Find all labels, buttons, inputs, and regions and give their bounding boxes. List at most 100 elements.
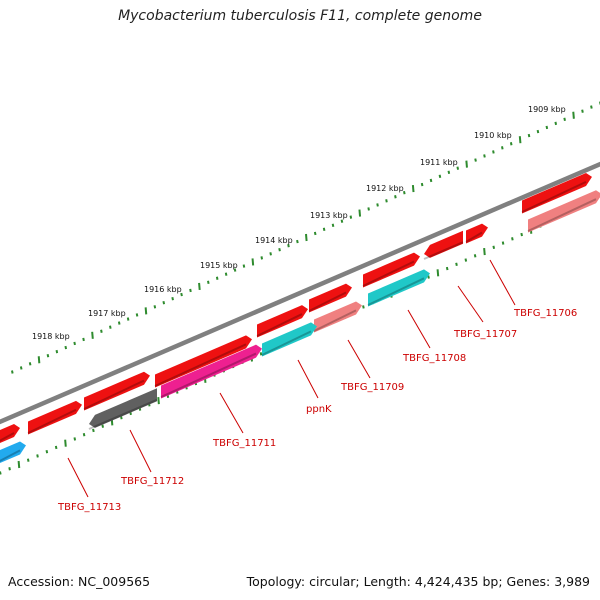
gene-arrow[interactable] [160, 344, 262, 399]
gene-label-group: TBFG_11706 TBFG_11707 TBFG_11708 TBFG_11709… [57, 308, 577, 513]
minor-tick [0, 471, 2, 475]
gene-arrow-body[interactable] [528, 190, 600, 233]
gene-arrow[interactable] [308, 283, 352, 313]
gene-arrow-body[interactable] [309, 283, 352, 313]
gene-arrow-shadow [313, 309, 357, 332]
gene-arrow-body[interactable] [89, 388, 157, 428]
gene-label[interactable]: TBFG_11707 [453, 329, 517, 340]
gene-arrow[interactable] [27, 400, 82, 435]
gene-arrow[interactable] [0, 441, 26, 466]
minor-tick [259, 352, 263, 356]
minor-tick [36, 454, 39, 458]
gene-arrow-body[interactable] [0, 441, 26, 466]
minor-tick [427, 275, 430, 279]
minor-tick [296, 239, 299, 244]
gene-arrow[interactable] [88, 388, 158, 430]
gene-arrow[interactable] [256, 305, 308, 338]
minor-tick [260, 256, 264, 260]
minor-tick [536, 129, 540, 134]
gene-label[interactable]: TBFG_11708 [402, 353, 466, 364]
major-tick [411, 185, 415, 193]
gene-label[interactable]: TBFG_11706 [513, 308, 577, 319]
gene-arrow-body[interactable] [522, 172, 592, 214]
gene-arrow-body[interactable] [155, 335, 252, 388]
gene-arrow-body[interactable] [363, 252, 420, 288]
minor-tick [73, 341, 76, 346]
gene-arrow-shadow [527, 198, 597, 232]
gene-label[interactable]: TBFG_11709 [340, 382, 404, 393]
minor-tick [153, 305, 157, 309]
map-title: Mycobacterium tuberculosis F11, complete… [118, 8, 482, 24]
accession-label: Accession: NC_009565 [8, 574, 151, 589]
minor-tick [215, 276, 219, 280]
kbp-label: 1911 kbp [420, 158, 458, 167]
kbp-label: 1916 kbp [144, 285, 182, 294]
minor-tick [19, 366, 23, 370]
gene-arrow[interactable] [83, 371, 150, 411]
gene-arrow[interactable] [0, 424, 20, 446]
gene-label[interactable]: TBFG_11712 [120, 476, 184, 487]
minor-tick [403, 190, 406, 195]
gene-arrow-body[interactable] [424, 230, 463, 258]
gene-arrow-body[interactable] [368, 269, 430, 307]
label-leader-line [489, 259, 516, 306]
gene-arrow[interactable] [362, 252, 420, 288]
gene-arrow-shadow [256, 313, 303, 337]
gene-label[interactable]: TBFG_11711 [212, 438, 276, 449]
gene-arrow-body[interactable] [314, 301, 362, 333]
minor-tick [224, 272, 228, 276]
gene-arrow-body[interactable] [257, 305, 308, 338]
major-tick [572, 111, 575, 119]
minor-tick [474, 158, 477, 162]
outer-tick-ring [11, 101, 600, 374]
gene-arrow[interactable] [465, 223, 488, 244]
minor-tick [456, 166, 460, 170]
minor-tick [464, 258, 468, 262]
minor-tick [162, 301, 166, 305]
minor-tick [82, 337, 85, 342]
minor-tick [135, 313, 139, 317]
gene-label[interactable]: TBFG_11713 [57, 502, 121, 513]
gene-arrow-shadow [362, 260, 415, 287]
gene-arrow[interactable] [367, 269, 430, 307]
minor-tick [520, 232, 523, 237]
gene-arrow-body[interactable] [28, 400, 82, 435]
minor-tick [509, 142, 513, 146]
gene-arrow[interactable] [423, 230, 464, 260]
gene-arrow-body[interactable] [84, 371, 150, 411]
gene-label[interactable]: ppnK [306, 404, 332, 415]
minor-tick [331, 223, 335, 227]
gene-features[interactable] [0, 172, 600, 467]
gene-arrow-body[interactable] [0, 424, 20, 446]
gene-arrow-shadow [83, 379, 145, 410]
minor-tick [55, 349, 59, 354]
major-tick [37, 356, 41, 364]
minor-tick [117, 321, 121, 325]
kbp-label: 1917 kbp [88, 309, 126, 318]
kbp-label: 1915 kbp [200, 261, 238, 270]
genome-backbone [0, 161, 600, 425]
minor-tick [82, 432, 86, 437]
gene-arrow-body[interactable] [466, 223, 488, 244]
gene-arrow-shadow [367, 277, 425, 306]
gene-arrow[interactable] [154, 335, 252, 388]
kbp-label: 1909 kbp [528, 105, 566, 114]
gene-arrow-body[interactable] [262, 322, 317, 357]
gene-arrow[interactable] [261, 322, 317, 357]
minor-tick [385, 199, 388, 203]
minor-tick [45, 450, 49, 454]
gene-arrow[interactable] [527, 190, 600, 233]
minor-tick [362, 305, 365, 309]
major-tick [305, 233, 308, 242]
minor-tick [501, 146, 504, 150]
gene-arrow-shadow [160, 352, 257, 398]
gene-arrow[interactable] [521, 172, 592, 214]
minor-tick [171, 296, 174, 301]
minor-tick [101, 424, 104, 428]
gene-arrow-body[interactable] [161, 344, 262, 399]
gene-arrow[interactable] [313, 301, 362, 333]
gene-arrow-shadow [0, 432, 15, 442]
gene-arrow-shadow [261, 330, 312, 356]
